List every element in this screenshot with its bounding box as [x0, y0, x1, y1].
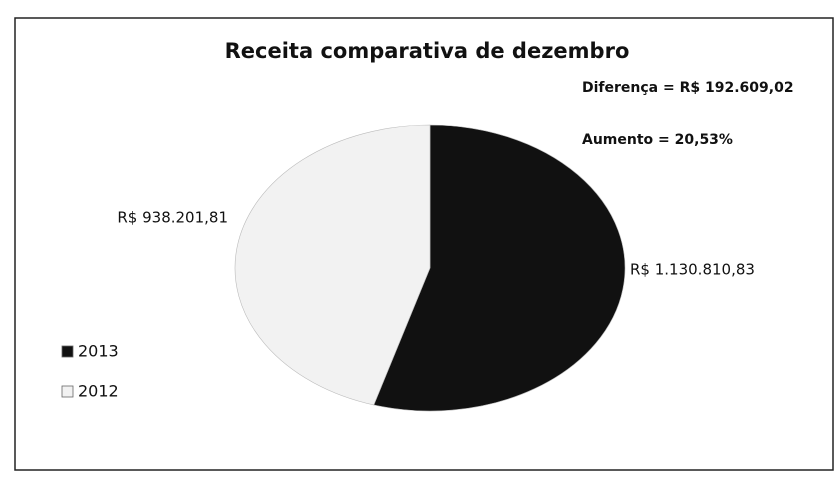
legend-swatch: [61, 345, 74, 358]
pie-slice: [234, 124, 431, 406]
data-label: R$ 1.130.810,83: [630, 261, 755, 279]
legend-label: 2013: [78, 342, 119, 361]
annotation: Diferença = R$ 192.609,02: [582, 80, 794, 96]
legend-swatch: [61, 385, 74, 398]
chart-title: Receita comparativa de dezembro: [225, 39, 630, 63]
annotation: Aumento = 20,53%: [582, 132, 733, 148]
data-label: R$ 938.201,81: [117, 209, 228, 227]
legend-label: 2012: [78, 382, 119, 401]
pie-slice: [373, 124, 626, 412]
